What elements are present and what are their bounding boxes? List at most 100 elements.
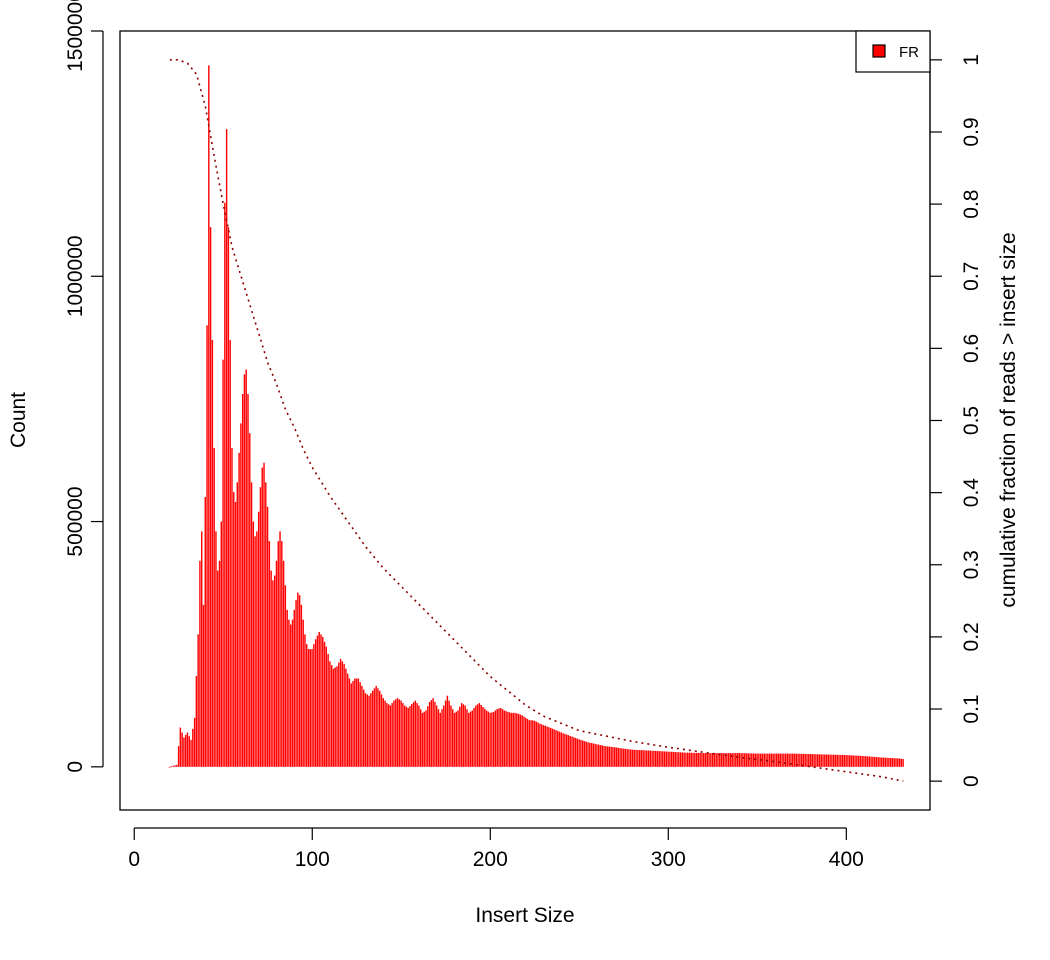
x-tick-label: 0 — [128, 848, 140, 871]
histogram-bar — [261, 467, 263, 767]
histogram-bar — [288, 619, 290, 767]
histogram-bar — [729, 753, 732, 767]
histogram-bar — [768, 753, 771, 767]
histogram-bar — [177, 746, 180, 767]
histogram-bar — [172, 765, 174, 767]
histogram-bar — [279, 531, 281, 767]
histogram-bar — [708, 753, 710, 767]
histogram-bar — [772, 753, 774, 767]
histogram-bar — [494, 710, 497, 767]
histogram-bar — [414, 700, 417, 767]
histogram-bar — [284, 585, 287, 767]
histogram-bar — [428, 702, 431, 767]
histogram-bar — [678, 752, 680, 767]
histogram-bar — [425, 710, 427, 767]
histogram-bar — [710, 753, 712, 767]
histogram-bar — [508, 712, 511, 767]
histogram-bar — [617, 747, 619, 767]
histogram-bar — [181, 732, 183, 767]
histogram-bar — [441, 709, 443, 767]
histogram-bar — [838, 754, 840, 767]
histogram-bar — [450, 705, 452, 767]
histogram-bar — [763, 753, 765, 767]
histogram-bar — [421, 712, 424, 767]
histogram-bar — [777, 753, 780, 767]
histogram-bar — [521, 715, 523, 767]
histogram-bar — [542, 725, 545, 767]
histogram-bar — [630, 749, 632, 767]
histogram-bar — [293, 609, 295, 767]
histogram-bar — [400, 700, 402, 767]
histogram-bar — [379, 690, 381, 767]
histogram-bar — [254, 536, 256, 767]
histogram-bar — [229, 340, 231, 767]
histogram-bar — [256, 531, 258, 767]
histogram-bar — [897, 758, 899, 767]
histogram-bar — [676, 752, 678, 767]
histogram-bar — [667, 751, 669, 767]
histogram-bar — [647, 750, 650, 767]
histogram-bar — [526, 719, 529, 767]
histogram-bar — [735, 753, 737, 767]
histogram-bar — [334, 667, 336, 767]
histogram-bar — [516, 713, 518, 767]
histogram-bar — [398, 699, 401, 767]
histogram-bar — [893, 758, 895, 767]
histogram-bar — [455, 711, 457, 767]
histogram-bar — [202, 604, 205, 767]
histogram-bar — [405, 706, 408, 767]
histogram-bar — [697, 752, 700, 767]
histogram-bar — [882, 757, 885, 767]
histogram-bar — [265, 482, 267, 767]
histogram-bar — [847, 755, 849, 767]
y-tick-label: 1500000 — [64, 0, 87, 72]
histogram-bar — [348, 678, 351, 767]
histogram-bar — [834, 754, 837, 767]
histogram-bar — [597, 744, 600, 767]
histogram-bar — [354, 678, 356, 767]
histogram-bar — [727, 753, 730, 767]
y2-axis-label: cumulative fraction of reads > insert si… — [997, 232, 1020, 607]
histogram-bar — [569, 735, 571, 767]
histogram-bar — [546, 726, 548, 767]
histogram-bar — [704, 753, 707, 767]
histogram-bar — [649, 750, 652, 767]
histogram-bar — [412, 702, 415, 767]
histogram-bar — [393, 700, 395, 767]
y2-tick-label: 0.4 — [960, 478, 983, 508]
histogram-bar — [364, 693, 367, 767]
histogram-bar — [889, 758, 892, 767]
histogram-bar — [792, 753, 794, 767]
y2-tick-label: 0.2 — [960, 622, 983, 651]
histogram-bar — [610, 746, 612, 767]
histogram-bar — [747, 753, 749, 767]
histogram-bar — [234, 501, 237, 767]
histogram-bar — [824, 754, 826, 767]
histogram-bar — [307, 649, 310, 767]
histogram-bar — [500, 707, 502, 767]
histogram-bar — [492, 711, 495, 767]
histogram-bar — [375, 685, 377, 767]
histogram-bar — [336, 666, 338, 767]
histogram-bar — [733, 753, 735, 767]
histogram-bar — [322, 636, 324, 767]
histogram-bar — [298, 595, 301, 767]
histogram-bar — [535, 721, 538, 767]
histogram-bar — [866, 756, 869, 767]
histogram-bar — [861, 755, 863, 767]
histogram-bar — [361, 685, 363, 767]
histogram-bar — [503, 710, 506, 767]
histogram-bar — [213, 447, 215, 767]
histogram-bar — [754, 753, 757, 767]
histogram-bar — [816, 754, 819, 767]
histogram-bar — [316, 635, 319, 767]
histogram-bar — [658, 751, 660, 767]
histogram-bar — [238, 452, 240, 767]
histogram-bar — [852, 755, 854, 767]
histogram-bar — [711, 753, 714, 767]
histogram-bar — [601, 745, 603, 767]
histogram-bar — [273, 575, 276, 767]
histogram-bar — [793, 753, 796, 767]
histogram-bar — [902, 758, 904, 767]
